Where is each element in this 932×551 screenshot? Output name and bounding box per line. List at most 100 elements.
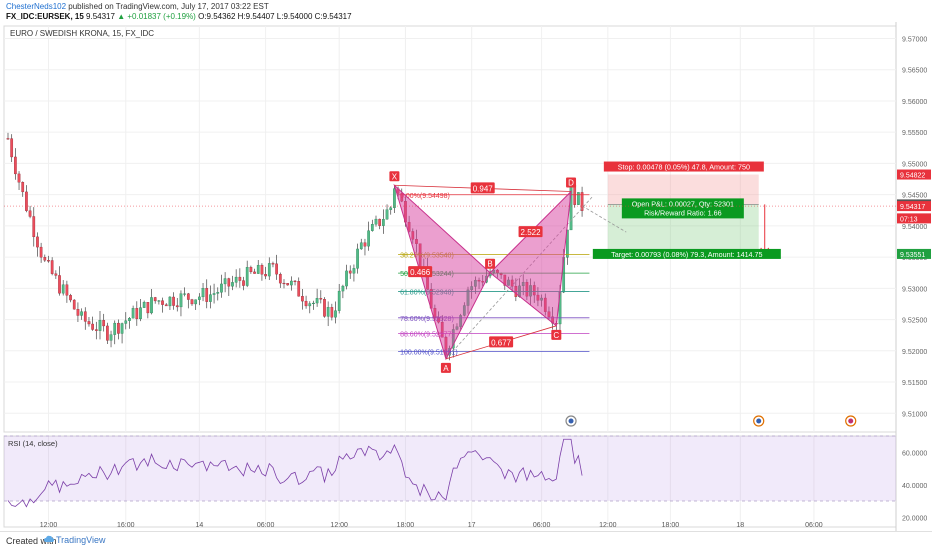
fib-trend-line	[445, 195, 594, 360]
candle-body	[234, 276, 238, 283]
price-tag-box	[897, 213, 931, 224]
candle-body	[293, 280, 297, 282]
up-arrow-icon: ▲	[117, 12, 126, 21]
candle-body	[179, 293, 183, 308]
candle-body	[83, 311, 87, 322]
pattern-ratio-label: 0.466	[410, 268, 431, 277]
x-tick-label: 06:00	[805, 522, 823, 529]
candle-body	[301, 296, 304, 302]
candle-body	[124, 320, 128, 324]
pattern-point-marker	[566, 177, 577, 188]
y-tick-label: 9.51500	[902, 380, 927, 387]
candle-body	[378, 218, 382, 226]
candle-body	[282, 282, 286, 285]
candle-body	[61, 284, 65, 294]
author-link[interactable]: ChesterNeds102	[6, 2, 67, 11]
pattern-point-label: D	[568, 179, 574, 188]
candle-body	[161, 300, 164, 305]
candle-body	[28, 210, 32, 217]
candle-body	[94, 329, 98, 331]
candle-body	[345, 270, 348, 287]
rsi-band	[4, 436, 896, 501]
candle-body	[98, 320, 102, 331]
candle-body	[76, 309, 80, 316]
candle-body	[21, 182, 25, 193]
tradingview-cloud-icon	[44, 535, 54, 542]
candle-body	[198, 296, 201, 300]
candle-body	[128, 318, 131, 321]
pattern-ratio-badge	[489, 336, 514, 348]
candle-body	[227, 278, 231, 287]
candle-body	[209, 294, 212, 302]
candle-body	[14, 156, 17, 175]
candle-body	[334, 310, 337, 318]
candle-body	[142, 302, 146, 308]
x-tick-label: 06:00	[257, 522, 275, 529]
pattern-point-marker	[440, 362, 451, 373]
x-tick-label: 17	[468, 522, 476, 529]
candle-body	[139, 307, 142, 320]
candle-body	[194, 299, 198, 305]
pattern-point-marker	[551, 329, 562, 340]
candle-body	[580, 192, 584, 211]
stop-label: Stop: 0.00478 (0.05%) 47.8, Amount: 750	[618, 163, 750, 172]
x-tick-label: 18:00	[662, 522, 680, 529]
price-tag-label: 9.54317	[900, 204, 925, 211]
candle-body	[50, 260, 54, 274]
candle-body	[389, 207, 393, 210]
candle-body	[312, 302, 315, 305]
candle-body	[153, 297, 157, 302]
price-change: +0.01837 (+0.19%)	[127, 12, 196, 21]
candle-body	[220, 283, 223, 293]
candle-body	[238, 276, 242, 281]
price-tag-box	[897, 201, 931, 212]
candle-body	[43, 257, 47, 261]
price-tag-label: 9.53551	[900, 252, 925, 259]
rsi-tick-label: 20.0000	[902, 515, 927, 522]
x-tick-label: 18:00	[397, 522, 415, 529]
candle-body	[87, 321, 91, 325]
candle-body	[319, 298, 323, 300]
candle-body	[577, 192, 580, 205]
candle-body	[106, 325, 109, 341]
candle-body	[212, 293, 216, 295]
event-marker-dot	[848, 418, 854, 424]
pattern-point-label: C	[553, 331, 559, 340]
y-tick-label: 9.55500	[902, 130, 927, 137]
pattern-ratio-badge	[408, 266, 433, 278]
price-tag-label: 9.54822	[900, 173, 925, 180]
y-tick-label: 9.52500	[902, 318, 927, 325]
candle-body	[393, 188, 396, 208]
candle-body	[32, 216, 36, 238]
y-tick-label: 9.56500	[902, 68, 927, 75]
candle-body	[264, 274, 267, 277]
fib-level-label: 78.60%(9.52528)	[400, 316, 454, 323]
pattern-ratio-badge	[518, 226, 543, 238]
tradingview-brand[interactable]: TradingView	[56, 535, 106, 545]
y-tick-label: 9.54500	[902, 193, 927, 200]
candle-body	[54, 273, 58, 276]
candle-body	[201, 288, 205, 298]
candle-body	[348, 270, 352, 274]
pattern-point-marker	[485, 258, 496, 269]
target-label-box	[592, 248, 781, 259]
candle-body	[80, 311, 83, 316]
pattern-ratio-label: 2.522	[521, 228, 542, 237]
target-label: Target: 0.00793 (0.08%) 79.3, Amount: 14…	[611, 250, 762, 259]
fib-level-label: 88.60%(9.52277)	[400, 331, 454, 338]
candle-body	[231, 282, 234, 287]
candle-body	[164, 304, 168, 307]
candle-body	[91, 323, 94, 330]
candle-body	[275, 263, 278, 275]
open-pnl-label: Open P&L: 0.00027, Qty: 52301	[632, 199, 734, 208]
x-tick-label: 12:00	[599, 522, 617, 529]
candle-body	[326, 307, 330, 317]
chart-canvas[interactable]: 9.57000 9.56500 9.56000 9.55500 9.55000 9.545…	[0, 22, 932, 532]
candle-body	[297, 281, 301, 297]
pattern-point-marker	[389, 171, 400, 182]
candle-body	[245, 267, 249, 286]
candle-body	[315, 298, 319, 304]
candle-body	[256, 264, 260, 274]
candle-body	[242, 280, 245, 286]
candle-body	[359, 242, 363, 250]
